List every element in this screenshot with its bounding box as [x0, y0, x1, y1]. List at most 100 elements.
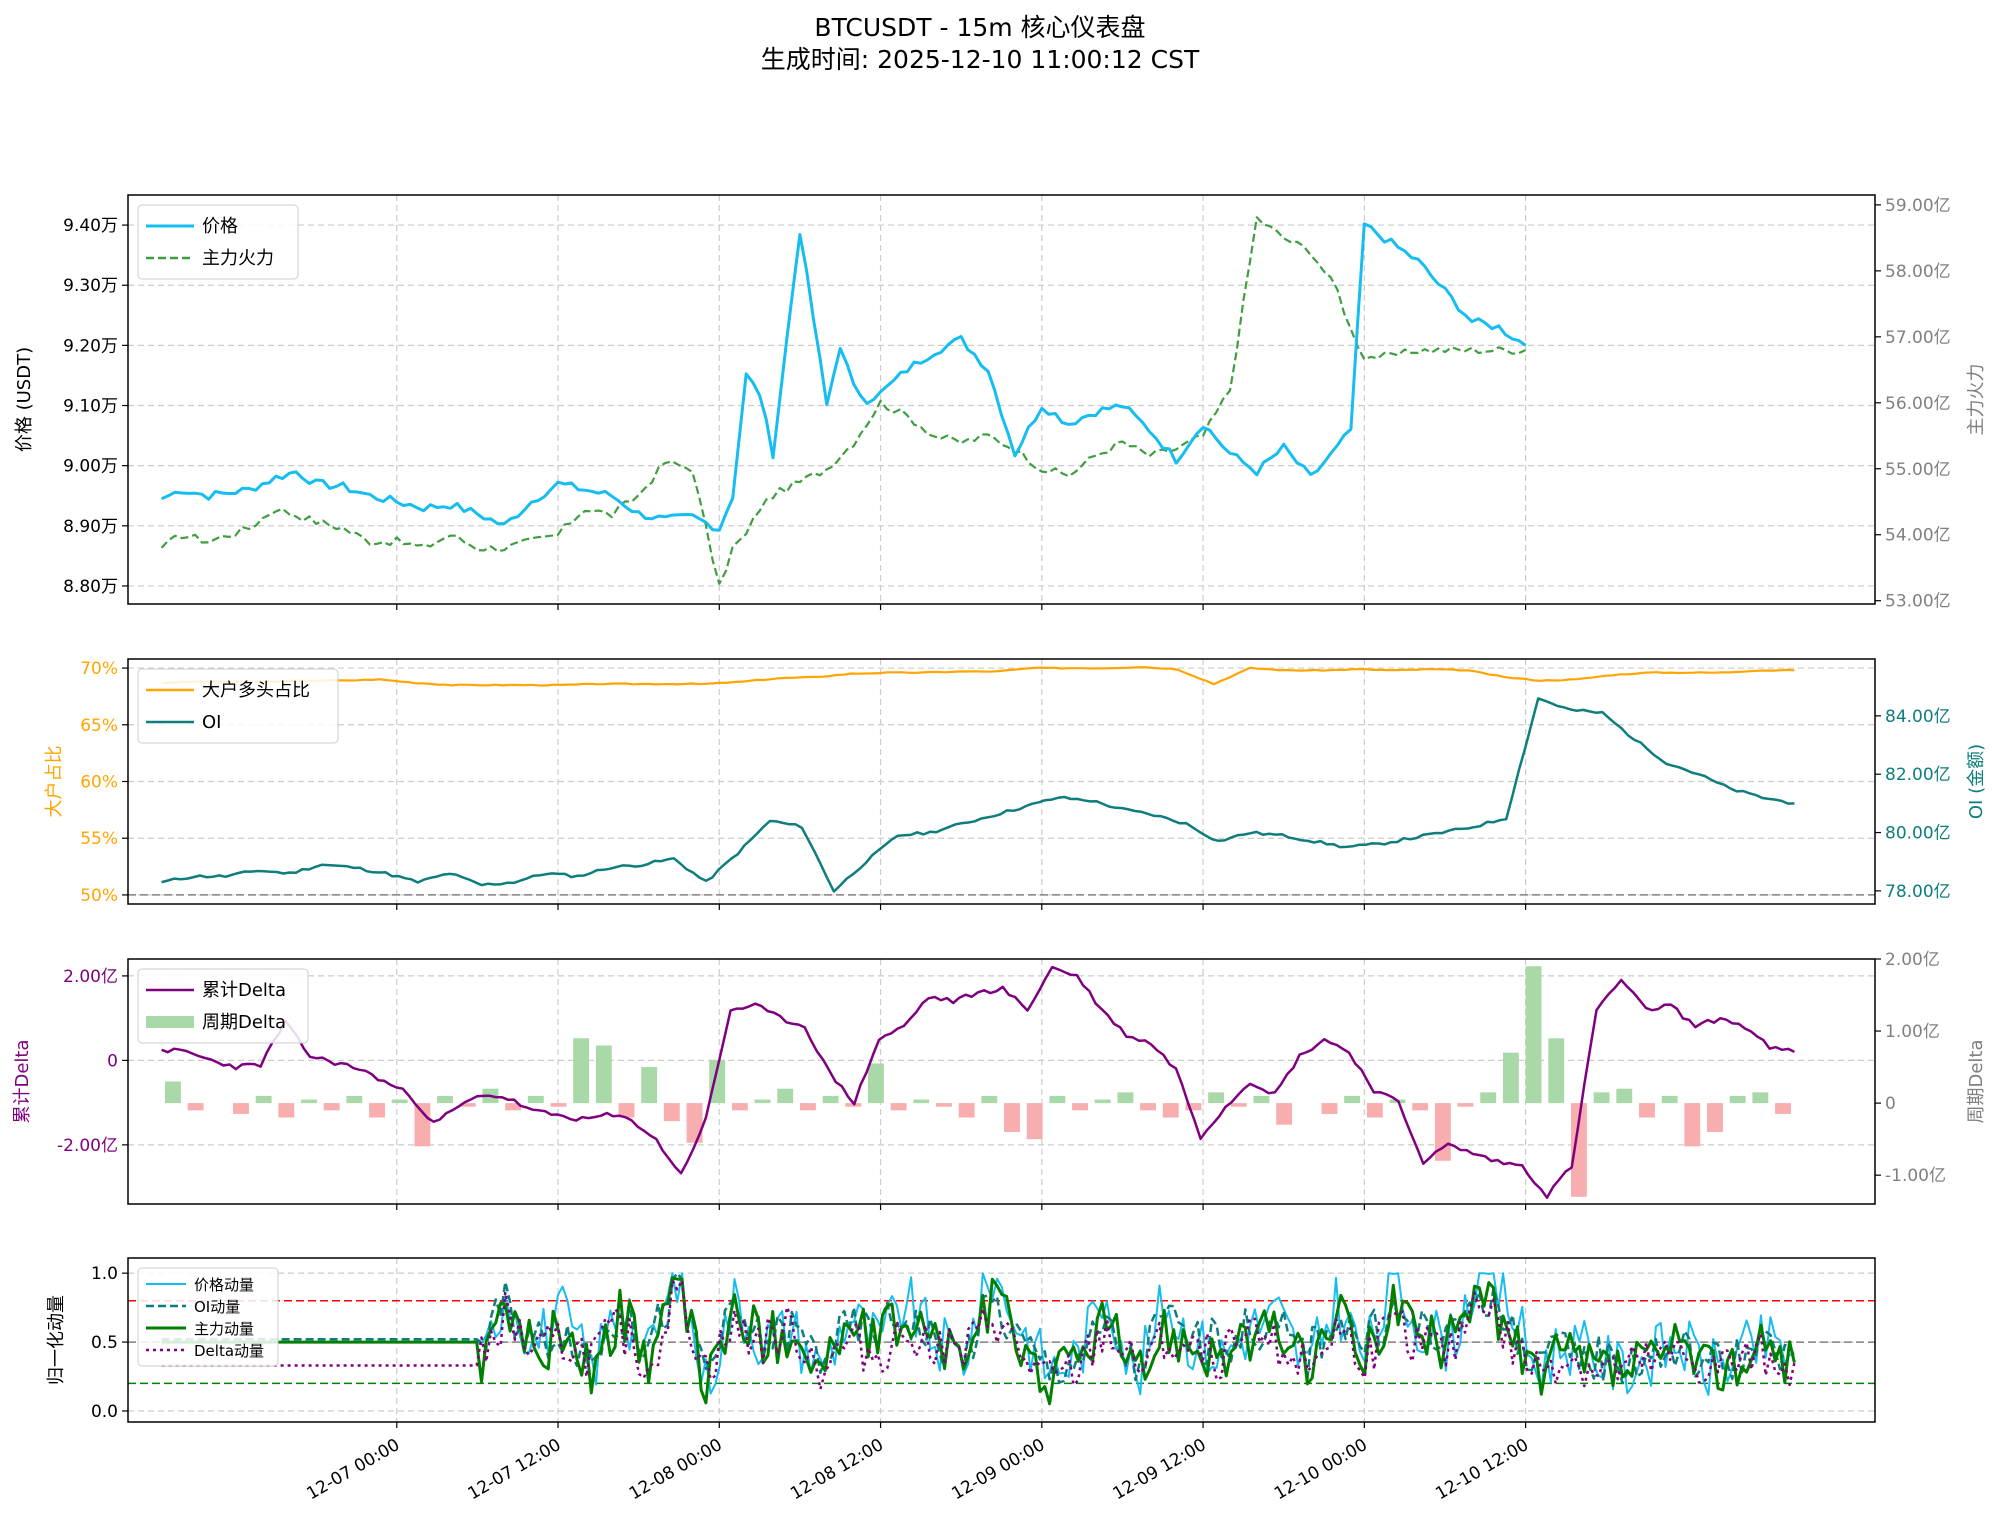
- delta-bar: [1616, 1088, 1633, 1104]
- delta-bar: [459, 1103, 476, 1107]
- price-ytick-label: 8.80万: [63, 577, 118, 597]
- price-ytick-label: 9.40万: [63, 216, 118, 236]
- ratio-ytick-label: 65%: [80, 716, 118, 736]
- perdelta-ytick-right-label: 1.00亿: [1885, 1022, 1940, 1042]
- mom-ylabel: 归一化动量: [46, 1295, 67, 1385]
- delta-bar: [1276, 1103, 1293, 1125]
- ratio-ytick-label: 55%: [80, 829, 118, 849]
- mom-line-2: [161, 1276, 1796, 1406]
- delta-bar: [913, 1099, 930, 1104]
- legend-box: [137, 204, 299, 280]
- delta-bar: [550, 1103, 567, 1107]
- mainforce-ytick-right-label: 54.00亿: [1885, 526, 1951, 546]
- legend-label: 主力火力: [202, 248, 274, 269]
- legend-label: Delta动量: [194, 1342, 264, 1360]
- x-tick-label: 12-07 00:00: [303, 1435, 403, 1504]
- delta-bar: [1321, 1103, 1338, 1114]
- delta-bar: [958, 1103, 975, 1118]
- legend-label: 主力动量: [194, 1320, 254, 1338]
- cumdelta-ytick-label: 2.00亿: [63, 967, 118, 987]
- delta-bar: [323, 1103, 340, 1111]
- x-tick-label: 12-10 12:00: [1432, 1435, 1532, 1504]
- delta-bar: [391, 1099, 408, 1104]
- ratio-line: [161, 666, 1795, 687]
- delta-bar: [709, 1059, 726, 1104]
- x-tick-label: 12-09 12:00: [1110, 1435, 1210, 1504]
- legend-label: 价格: [202, 216, 238, 237]
- perdelta-ylabel: 周期Delta: [1966, 1039, 1987, 1123]
- x-tick-label: 12-09 00:00: [948, 1435, 1048, 1504]
- mainforce-ytick-right-label: 59.00亿: [1885, 196, 1951, 216]
- price-ytick-label: 8.90万: [63, 517, 118, 537]
- price-frame: [127, 194, 1876, 605]
- ratio-frame: [127, 658, 1876, 905]
- delta-bar: [1639, 1103, 1655, 1118]
- price-ytick-label: 9.10万: [63, 397, 118, 417]
- delta-bar: [1548, 1038, 1565, 1104]
- x-tick-label: 12-07 12:00: [465, 1435, 565, 1504]
- delta-bar: [1140, 1103, 1157, 1111]
- delta-bar: [1026, 1103, 1043, 1140]
- delta-bar: [233, 1103, 249, 1114]
- cumdelta-ylabel: 累计Delta: [12, 1039, 33, 1123]
- delta-bar: [1004, 1103, 1020, 1132]
- delta-bar: [505, 1103, 522, 1111]
- delta-bar: [573, 1038, 590, 1104]
- figure-title: BTCUSDT - 15m 核心仪表盘: [814, 13, 1145, 42]
- ratio-ytick-label: 60%: [80, 773, 118, 793]
- delta-bar: [867, 1063, 884, 1104]
- cumdelta-ytick-label: 0: [107, 1051, 118, 1071]
- legend-box: [137, 1267, 279, 1367]
- ratio-ytick-label: 50%: [80, 886, 118, 906]
- price-ylabel: 价格 (USDT): [14, 347, 35, 452]
- delta-bar: [799, 1103, 816, 1111]
- price-ytick-label: 9.20万: [63, 336, 118, 356]
- mainforce-ytick-right-label: 56.00亿: [1885, 394, 1951, 414]
- mom-ytick-label: 0.5: [91, 1333, 118, 1353]
- delta-bar: [1412, 1103, 1429, 1111]
- delta-bar: [1230, 1103, 1247, 1107]
- delta-bar: [1752, 1092, 1769, 1104]
- delta-bar: [1072, 1103, 1088, 1111]
- legend-swatch: [146, 1016, 194, 1028]
- legend-label: 大户多头占比: [202, 680, 310, 701]
- delta-bar: [641, 1067, 658, 1104]
- delta-bar: [731, 1103, 748, 1111]
- delta-bar: [890, 1103, 907, 1111]
- delta-bar: [255, 1095, 272, 1104]
- delta-bar: [1344, 1095, 1361, 1104]
- delta-bar: [1661, 1095, 1678, 1104]
- perdelta-ytick-right-label: 0: [1885, 1094, 1896, 1114]
- delta-bar: [754, 1099, 771, 1104]
- delta-bar: [369, 1103, 385, 1118]
- delta-bar: [936, 1103, 952, 1107]
- oi-ytick-right-label: 80.00亿: [1885, 824, 1951, 844]
- delta-bar: [301, 1099, 317, 1104]
- mom-frame: [127, 1257, 1876, 1423]
- ratio-ylabel: 大户占比: [44, 746, 65, 818]
- mainforce-line: [160, 216, 1527, 585]
- figure-subtitle: 生成时间: 2025-12-10 11:00:12 CST: [761, 45, 1200, 74]
- delta-bar: [1775, 1103, 1791, 1114]
- oi-line: [161, 697, 1795, 893]
- delta-bar: [1593, 1092, 1610, 1104]
- delta-bar: [1570, 1103, 1587, 1197]
- delta-bar: [1049, 1095, 1066, 1104]
- x-tick-label: 12-08 00:00: [626, 1435, 726, 1504]
- legend-label: OI动量: [194, 1298, 240, 1316]
- delta-bar: [981, 1095, 998, 1104]
- mainforce-ylabel: 主力火力: [1966, 364, 1987, 436]
- delta-bar: [1480, 1092, 1497, 1104]
- delta-bar: [527, 1095, 544, 1104]
- delta-frame: [127, 958, 1876, 1205]
- delta-bar: [1094, 1099, 1111, 1104]
- legend-label: 周期Delta: [202, 1012, 286, 1033]
- mainforce-ytick-right-label: 58.00亿: [1885, 262, 1951, 282]
- delta-bar: [346, 1095, 363, 1104]
- price-ytick-label: 9.00万: [63, 457, 118, 477]
- delta-bar: [618, 1103, 635, 1118]
- legend-label: OI: [202, 712, 221, 733]
- price-ytick-label: 9.30万: [63, 276, 118, 296]
- delta-bar: [777, 1088, 794, 1104]
